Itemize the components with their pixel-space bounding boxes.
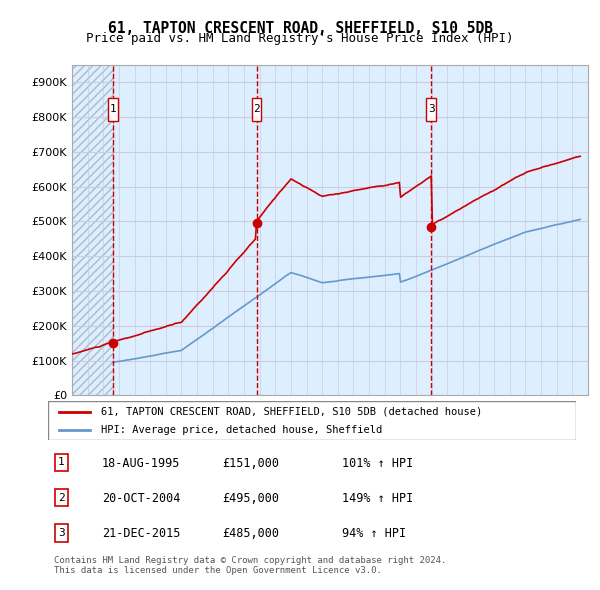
Text: Contains HM Land Registry data © Crown copyright and database right 2024.
This d: Contains HM Land Registry data © Crown c…: [54, 556, 446, 575]
FancyBboxPatch shape: [55, 454, 68, 471]
Text: 2: 2: [253, 104, 260, 114]
FancyBboxPatch shape: [427, 98, 436, 120]
FancyBboxPatch shape: [55, 489, 68, 506]
Text: 61, TAPTON CRESCENT ROAD, SHEFFIELD, S10 5DB (detached house): 61, TAPTON CRESCENT ROAD, SHEFFIELD, S10…: [101, 407, 482, 417]
Text: 3: 3: [58, 528, 65, 538]
Text: £485,000: £485,000: [222, 527, 279, 540]
Text: 21-DEC-2015: 21-DEC-2015: [102, 527, 181, 540]
Text: 18-AUG-1995: 18-AUG-1995: [102, 457, 181, 470]
Text: 2: 2: [58, 493, 65, 503]
Text: 61, TAPTON CRESCENT ROAD, SHEFFIELD, S10 5DB: 61, TAPTON CRESCENT ROAD, SHEFFIELD, S10…: [107, 21, 493, 35]
Text: 94% ↑ HPI: 94% ↑ HPI: [342, 527, 406, 540]
FancyBboxPatch shape: [48, 401, 576, 440]
Bar: [72, 65, 113, 395]
Text: 1: 1: [110, 104, 116, 114]
Text: HPI: Average price, detached house, Sheffield: HPI: Average price, detached house, Shef…: [101, 425, 382, 435]
Text: 101% ↑ HPI: 101% ↑ HPI: [342, 457, 413, 470]
FancyBboxPatch shape: [252, 98, 261, 120]
FancyBboxPatch shape: [55, 525, 68, 542]
Text: £151,000: £151,000: [222, 457, 279, 470]
Text: 1: 1: [58, 457, 65, 467]
Text: Price paid vs. HM Land Registry's House Price Index (HPI): Price paid vs. HM Land Registry's House …: [86, 32, 514, 45]
Text: 149% ↑ HPI: 149% ↑ HPI: [342, 492, 413, 505]
Text: 3: 3: [428, 104, 434, 114]
Text: 20-OCT-2004: 20-OCT-2004: [102, 492, 181, 505]
FancyBboxPatch shape: [109, 98, 118, 120]
Text: £495,000: £495,000: [222, 492, 279, 505]
